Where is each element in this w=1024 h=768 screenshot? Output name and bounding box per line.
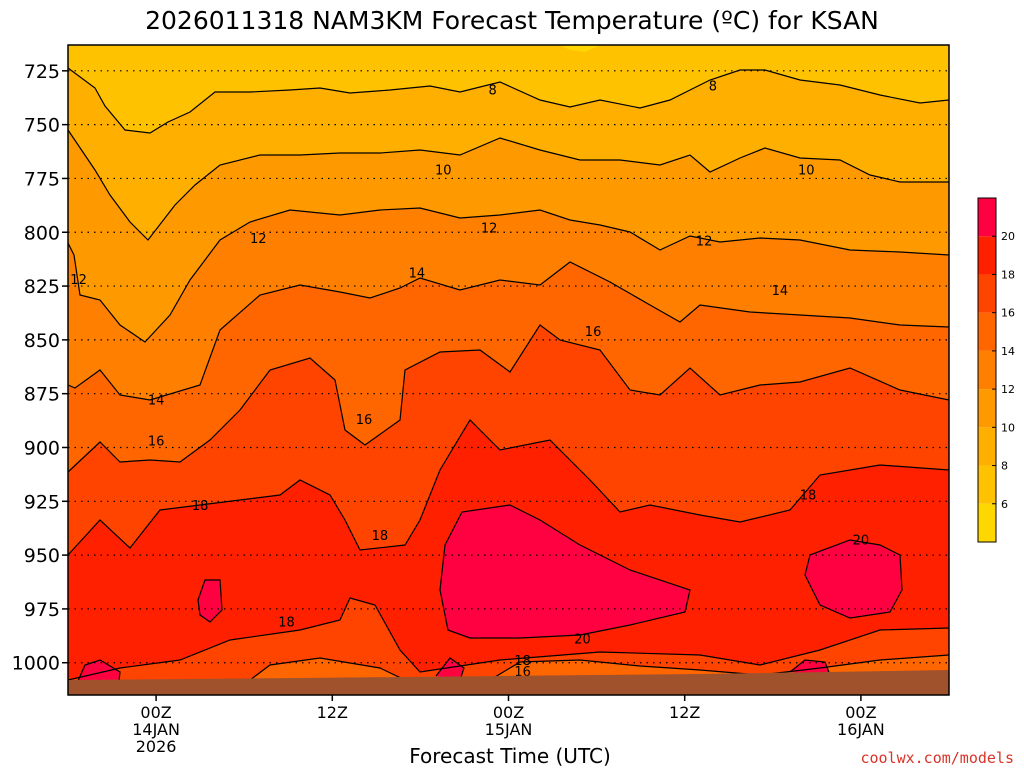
colorbar-tick-label: 8 bbox=[1001, 460, 1008, 473]
chart-title: 2026011318 NAM3KM Forecast Temperature (… bbox=[145, 6, 879, 35]
contour-label: 16 bbox=[585, 325, 602, 340]
colorbar-segment bbox=[978, 389, 996, 428]
colorbar-tick-label: 6 bbox=[1001, 498, 1008, 511]
pocket-20-22-west bbox=[198, 580, 222, 622]
colorbar-tick-label: 10 bbox=[1001, 421, 1015, 434]
y-tick-label: 950 bbox=[24, 545, 60, 567]
colorbar-segment bbox=[978, 465, 996, 504]
colorbar-tick-label: 18 bbox=[1001, 268, 1015, 281]
isotherm-lines bbox=[68, 67, 949, 691]
contour-label: 20 bbox=[574, 633, 591, 648]
x-tick-label: 00Z bbox=[140, 703, 171, 722]
colorbar-tick-label: 14 bbox=[1001, 345, 1015, 358]
contour-label: 18 bbox=[514, 654, 531, 669]
y-tick-label: 775 bbox=[24, 168, 60, 190]
x-tick-label: 15JAN bbox=[485, 720, 533, 739]
colorbar-frame bbox=[977, 197, 997, 543]
colorbar-tick-label: 12 bbox=[1001, 383, 1015, 396]
y-tick-label: 750 bbox=[24, 115, 60, 137]
band-10-12 bbox=[68, 45, 949, 240]
x-axis-label: Forecast Time (UTC) bbox=[409, 744, 611, 768]
y-tick-label: 825 bbox=[24, 276, 60, 298]
colorbar-segment bbox=[978, 427, 996, 466]
y-tick-label: 725 bbox=[24, 61, 60, 83]
contour-label: 18 bbox=[800, 488, 817, 503]
x-tick-label: 12Z bbox=[317, 703, 348, 722]
surface-warm-spot-3 bbox=[790, 660, 830, 675]
temperature-fill-layers bbox=[68, 45, 949, 695]
y-tick-label: 975 bbox=[24, 599, 60, 621]
contour-label: 8 bbox=[709, 79, 717, 94]
colorbar-segment bbox=[978, 274, 996, 313]
contour-label: 8 bbox=[489, 84, 497, 99]
contour-label: 14 bbox=[148, 394, 165, 409]
contour-label: 18 bbox=[372, 529, 389, 544]
contour-label: 14 bbox=[772, 284, 789, 299]
contour-label: 18 bbox=[278, 615, 295, 630]
y-tick-label: 875 bbox=[24, 384, 60, 406]
colorbar-segment bbox=[978, 198, 996, 237]
contour-label: 16 bbox=[148, 435, 165, 450]
y-tick-label: 800 bbox=[24, 222, 60, 244]
colorbar-segment bbox=[978, 350, 996, 390]
contour-label: 20 bbox=[853, 534, 870, 549]
ground-surface bbox=[68, 670, 949, 695]
x-tick-label: 00Z bbox=[493, 703, 524, 722]
pocket-20-22-east bbox=[805, 540, 902, 618]
band-6-8 bbox=[560, 45, 600, 52]
contour-labels: 8 8 10 10 12 12 12 12 14 14 16 14 16 16 18 18 18 18 20 20 18… bbox=[70, 79, 869, 679]
y-tick-label: 900 bbox=[24, 437, 60, 459]
x-tick-label: 14JAN bbox=[132, 720, 180, 739]
colorbar-tick-label: 20 bbox=[1001, 230, 1015, 243]
colorbar-tick-label: 16 bbox=[1001, 307, 1015, 320]
contour-label: 18 bbox=[192, 499, 209, 514]
band-8-10 bbox=[68, 45, 949, 133]
x-tick-label: 00Z bbox=[845, 703, 876, 722]
x-tick-label: 16JAN bbox=[837, 720, 885, 739]
contour-label: 14 bbox=[409, 267, 426, 282]
colorbar-segment bbox=[978, 312, 996, 351]
pocket-20-22-main bbox=[440, 505, 690, 638]
colorbar: 6 8 10 12 14 16 18 20 bbox=[977, 197, 1015, 543]
contour-label: 12 bbox=[70, 273, 87, 288]
contour-label: 10 bbox=[435, 163, 452, 178]
y-tick-label: 850 bbox=[24, 330, 60, 352]
y-tick-label: 925 bbox=[24, 491, 60, 513]
x-tick-label: 2026 bbox=[136, 737, 177, 756]
contour-label: 10 bbox=[798, 163, 815, 178]
y-axis: 725 750 775 800 825 850 875 900 925 950 975 1000 bbox=[12, 61, 68, 675]
contour-label: 12 bbox=[481, 221, 498, 236]
colorbar-segment bbox=[978, 503, 996, 542]
x-tick-label: 12Z bbox=[669, 703, 700, 722]
contour-label: 12 bbox=[250, 232, 267, 247]
credit-text: coolwx.com/models bbox=[860, 749, 1014, 767]
contour-label: 16 bbox=[356, 413, 373, 428]
y-tick-label: 1000 bbox=[12, 653, 60, 675]
colorbar-segment bbox=[978, 236, 996, 275]
contour-label: 12 bbox=[696, 234, 713, 249]
